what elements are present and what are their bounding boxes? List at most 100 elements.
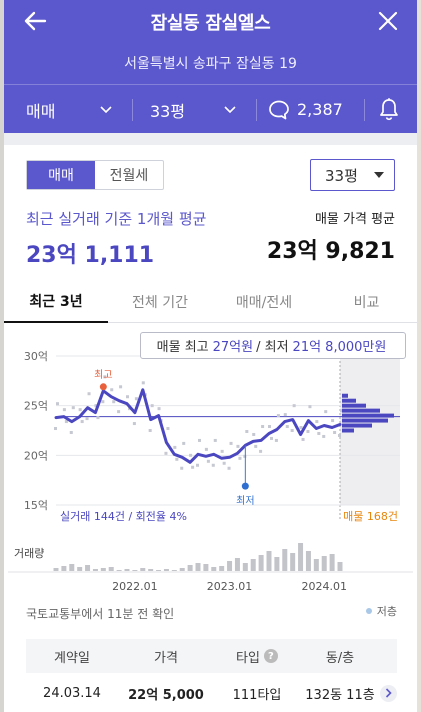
transaction-dot [117, 410, 121, 414]
table-row[interactable]: 24.03.14 22억 5,000 111타입 132동 11층 [26, 677, 397, 709]
divider [256, 99, 257, 121]
transaction-dot [191, 465, 195, 469]
header: 잠실동 잠실엘스 서울특별시 송파구 잠실동 19 매매 33평 2,387 [4, 0, 417, 133]
transaction-dot [112, 400, 116, 404]
transaction-dot [324, 410, 328, 414]
price-card: 매매 전월세 33평 최근 실거래 기준 1개월 평균 23억 1,111 매물… [4, 145, 417, 712]
size-select-value: 33평 [325, 166, 358, 185]
avg-price-value: 23억 1,111 [26, 243, 155, 268]
transaction-dot [299, 426, 303, 430]
segment-rent[interactable]: 전월세 [109, 168, 149, 184]
avg-price-label: 최근 실거래 기준 1개월 평균 [26, 210, 207, 228]
comments-button[interactable]: 2,387 [268, 85, 358, 134]
tooltip-max-label: 매물 최고 [156, 340, 209, 355]
volume-bar [290, 553, 296, 571]
volume-bar [69, 564, 75, 571]
transaction-dot [87, 392, 91, 396]
section-gap [4, 133, 417, 145]
chevron-right-icon[interactable] [380, 684, 397, 702]
chevron-down-icon [100, 105, 112, 113]
price-series-line [54, 388, 342, 464]
volume-bar [282, 549, 288, 571]
volume-bar [116, 570, 122, 571]
transaction-dot [270, 436, 273, 440]
divider [132, 99, 133, 121]
row-type: 111타입 [232, 687, 282, 703]
transaction-dot [175, 457, 179, 461]
floor-legend: 저층 [365, 603, 397, 619]
volume-bar [156, 570, 162, 571]
transaction-dot [301, 437, 305, 441]
period-tabs: 최근 3년 전체 기간 매매/전세 비교 [4, 281, 417, 323]
transaction-dot [229, 441, 233, 445]
tab-recent-3y[interactable]: 최근 3년 [4, 281, 108, 323]
close-icon[interactable] [373, 6, 403, 36]
volume-bar [132, 570, 138, 571]
transaction-dot [198, 438, 201, 442]
y-tick-label: 30억 [24, 350, 48, 363]
legend-label: 저층 [376, 605, 397, 618]
transaction-dot [292, 404, 296, 408]
transaction-dot [204, 447, 208, 451]
size-select[interactable]: 33평 [310, 159, 395, 191]
transaction-dot [259, 449, 263, 453]
y-tick-label: 15억 [24, 499, 48, 512]
y-tick-label: 20억 [24, 449, 48, 462]
volume-bar [219, 566, 225, 571]
transaction-dot [206, 459, 210, 463]
transaction-dot [96, 416, 100, 420]
volume-bar [171, 570, 177, 571]
transaction-dot [196, 463, 199, 467]
tooltip-min-label: / 최저 [256, 340, 289, 355]
sync-status: 국토교통부에서 11분 전 확인 [26, 607, 175, 621]
speech-bubble-icon [269, 100, 289, 119]
transaction-dot [166, 427, 170, 431]
transaction-dot [340, 409, 343, 413]
row-date: 24.03.14 [43, 685, 101, 701]
volume-bar [163, 569, 169, 571]
transaction-dot [141, 381, 145, 385]
segment-sale[interactable]: 매매 [27, 161, 95, 189]
volume-bar [195, 563, 201, 571]
listing-range-tooltip: 매물 최고 27억원 / 최저 21억 8,000만원 [140, 332, 406, 359]
listing-histogram-bar [342, 393, 348, 398]
deal-type-dropdown[interactable]: 매매 [26, 85, 126, 134]
transaction-dot [150, 404, 154, 408]
transaction-dot [180, 466, 184, 470]
volume-bar [329, 554, 335, 571]
listing-histogram-bar [342, 428, 354, 433]
help-icon[interactable]: ? [263, 649, 278, 663]
tab-all-period[interactable]: 전체 기간 [132, 295, 188, 311]
volume-bar [250, 559, 256, 571]
listing-histogram-bar [342, 403, 366, 408]
transaction-dot [69, 430, 73, 434]
volume-bar [100, 568, 106, 571]
transaction-dot [182, 441, 186, 445]
transaction-dot [64, 420, 68, 424]
listing-histogram-bar [342, 423, 372, 428]
transaction-dot [211, 463, 215, 467]
deal-segment-control: 매매 전월세 [26, 160, 164, 190]
chevron-down-icon [224, 105, 236, 113]
header-type: 타입 ? [214, 647, 300, 666]
transaction-dot [78, 408, 82, 412]
transaction-dot [134, 397, 138, 401]
tab-compare[interactable]: 비교 [353, 295, 380, 311]
listing-histogram-bar [342, 408, 380, 413]
back-arrow-icon[interactable] [20, 6, 50, 36]
volume-label: 거래량 [14, 547, 44, 560]
tab-sale-jeonse[interactable]: 매매/전세 [235, 295, 293, 311]
volume-bar [266, 551, 272, 571]
transaction-dot [80, 420, 84, 424]
tooltip-min-value: 21억 8,000만원 [292, 340, 387, 355]
transaction-dot [119, 385, 123, 389]
transaction-dot [157, 407, 161, 411]
size-dropdown[interactable]: 33평 [150, 85, 250, 134]
transaction-dot [245, 429, 249, 433]
volume-bar [108, 567, 114, 571]
bell-icon[interactable] [378, 97, 400, 121]
row-unit: 132동 11층 [305, 687, 375, 703]
volume-bar [234, 558, 240, 571]
caret-down-icon [374, 172, 384, 178]
